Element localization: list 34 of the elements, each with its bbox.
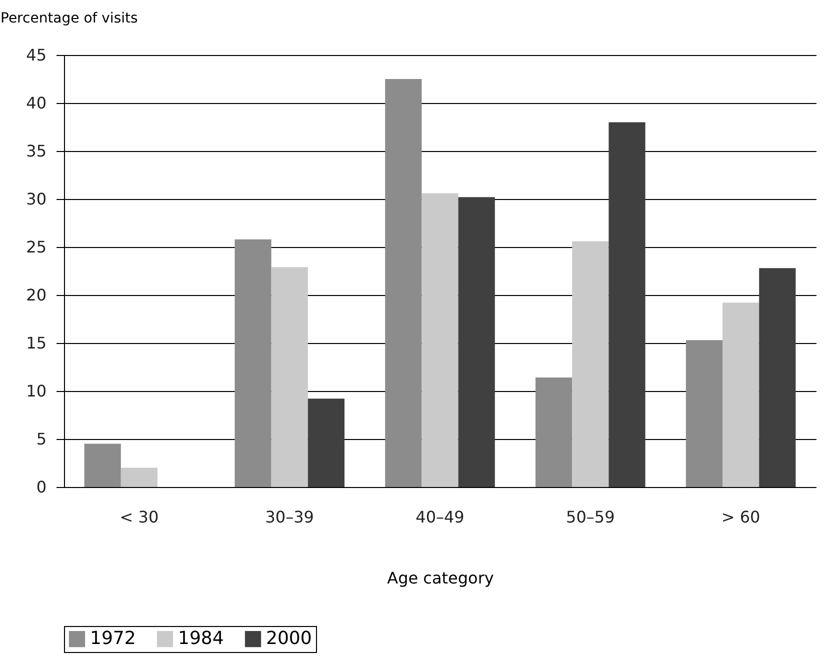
bar: [84, 444, 121, 487]
legend-label: 2000: [266, 628, 312, 649]
legend-label: 1984: [178, 628, 224, 649]
bar: [120, 468, 158, 487]
bar: [385, 79, 422, 487]
y-tick-label: 40: [26, 94, 46, 112]
legend-label: 1972: [90, 628, 136, 649]
x-tick-label: > 60: [721, 508, 760, 526]
y-tick-label: 30: [26, 190, 46, 208]
y-axis-title: Percentage of visits: [0, 10, 138, 26]
y-tick-label: 0: [36, 478, 46, 496]
y-tick-label: 5: [36, 430, 46, 448]
x-axis-title: Age category: [387, 568, 494, 588]
bar: [458, 197, 495, 487]
bar: [234, 239, 272, 487]
x-tick-label: 50–59: [566, 508, 615, 526]
x-tick-label: 30–39: [265, 508, 314, 526]
y-tick-label: 45: [26, 46, 46, 64]
y-tick-label: 20: [26, 286, 46, 304]
bar: [536, 378, 572, 487]
y-tick-label: 25: [26, 238, 46, 256]
bar: [608, 122, 646, 487]
bar: [722, 302, 760, 487]
y-tick-label: 35: [26, 142, 46, 160]
y-tick-label: 10: [26, 382, 46, 400]
bar: [271, 267, 308, 487]
bar: [759, 268, 796, 487]
y-tick-label: 15: [26, 334, 46, 352]
bar: [422, 193, 458, 487]
x-tick-label: < 30: [120, 508, 159, 526]
bar: [686, 340, 722, 487]
x-tick-label: 40–49: [416, 508, 464, 526]
bar: [308, 398, 344, 487]
bar: [572, 241, 609, 487]
